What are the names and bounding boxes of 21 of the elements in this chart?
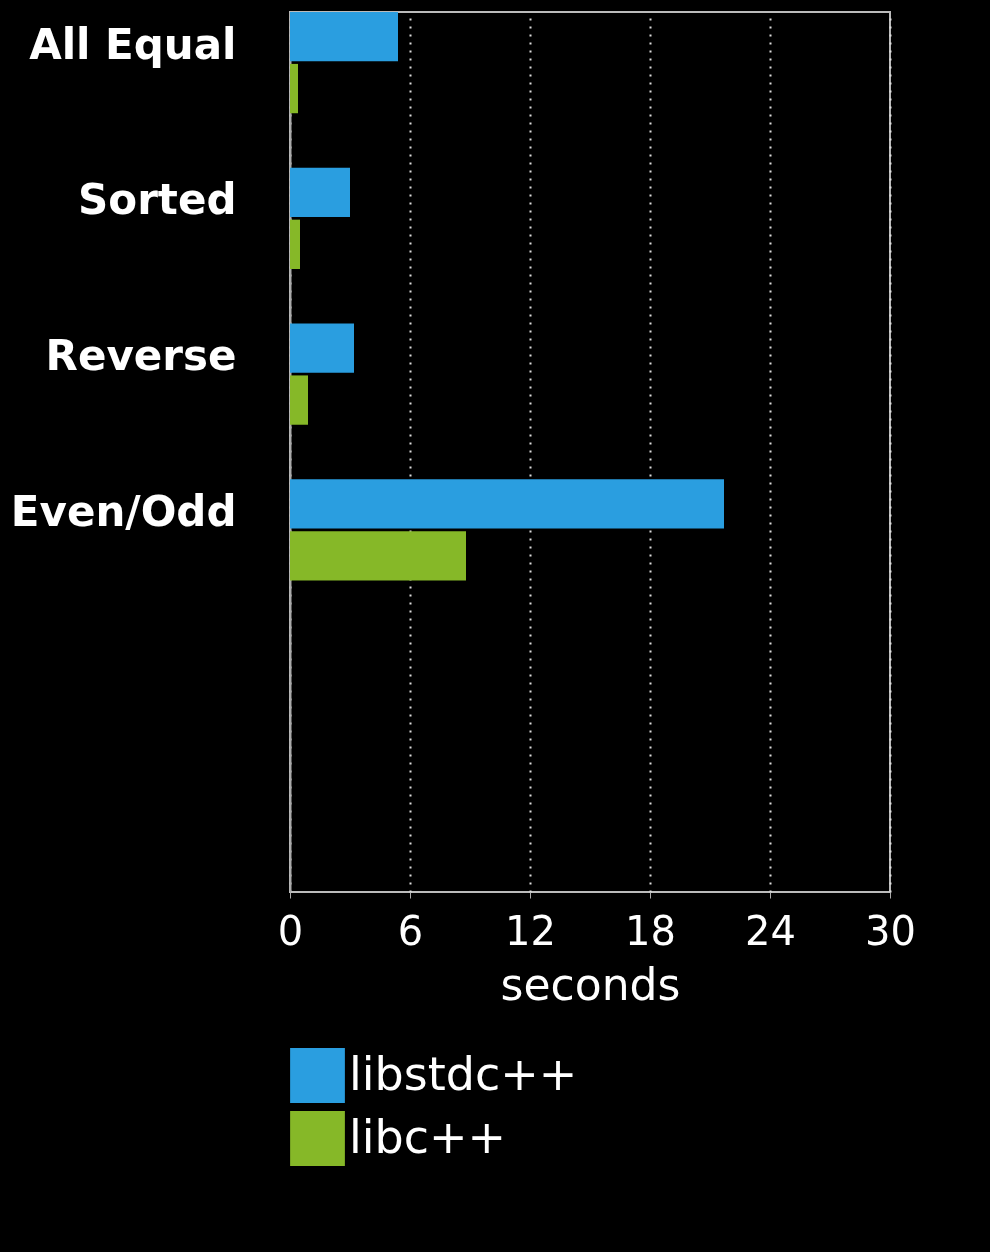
x-tick-label: 12 — [505, 907, 556, 954]
bar — [290, 531, 466, 581]
legend-label: libstdc++ — [349, 1046, 578, 1101]
x-tick-label: 30 — [865, 907, 916, 954]
x-tick-label: 24 — [745, 907, 796, 954]
y-tick-label: Reverse — [45, 331, 237, 381]
y-tick-label: Sorted — [78, 175, 237, 225]
bar — [290, 479, 724, 529]
x-axis-title: seconds — [500, 958, 681, 1010]
bar — [290, 12, 398, 62]
bar — [290, 219, 300, 269]
bar — [290, 63, 298, 114]
x-tick-label: 18 — [625, 907, 676, 954]
y-tick-label: All Equal — [29, 19, 237, 69]
bar — [290, 167, 350, 218]
bar — [290, 323, 354, 373]
x-tick-label: 0 — [277, 907, 304, 954]
y-tick-label: Even/Odd — [10, 486, 237, 536]
legend-label: libc++ — [349, 1109, 507, 1164]
x-tick-label: 6 — [397, 907, 424, 954]
bar — [290, 375, 308, 425]
